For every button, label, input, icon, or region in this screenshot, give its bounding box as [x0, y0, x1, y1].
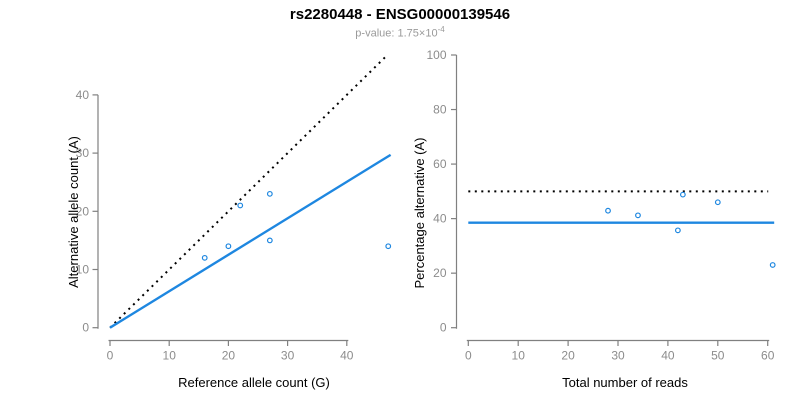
data-point	[266, 237, 273, 244]
y-axis-title: Alternative allele count (A)	[66, 136, 81, 288]
plot-subtitle: p-value: 1.75×10-4	[0, 25, 800, 40]
y-tick-label: 0	[440, 321, 447, 335]
data-point	[674, 227, 681, 234]
data-point	[225, 243, 232, 250]
x-axis-title: Total number of reads	[562, 375, 688, 390]
data-point	[635, 212, 641, 219]
y-tick-label: 40	[76, 88, 90, 102]
data-point	[679, 191, 686, 198]
pvalue-exponent: -4	[437, 25, 445, 34]
data-point	[237, 202, 244, 209]
x-tick-label: 20	[222, 349, 236, 363]
data-point	[714, 199, 721, 206]
y-tick-label: 100	[426, 48, 446, 62]
chart-allele-counts: 0 10 20 30 40 0 10 20 30 40 Reference allele count…	[66, 54, 392, 390]
y-tick-label: 60	[433, 157, 447, 171]
y-tick-label: 20	[433, 266, 447, 280]
plot-title: rs2280448 - ENSG00000139546	[289, 6, 511, 23]
y-tick-label: 40	[433, 212, 447, 226]
y-tick-label: 80	[433, 103, 447, 117]
y-tick-label: 10	[76, 263, 90, 277]
x-tick-label: 40	[340, 349, 354, 363]
chart-percentage-vs-reads: 0 20 40 60 80 100 0 10 20 30 40 50 60 Total number of…	[412, 48, 776, 390]
y-axis-title: Percentage alternative (A)	[412, 137, 427, 288]
x-tick-label: 0	[465, 349, 472, 363]
allelic-ratio-fit-line	[109, 153, 392, 329]
x-tick-label: 40	[661, 349, 675, 363]
x-tick-label: 30	[611, 349, 625, 363]
data-point	[266, 190, 273, 197]
y-tick-label: 30	[76, 146, 90, 160]
x-tick-label: 0	[107, 349, 114, 363]
identity-line	[109, 54, 388, 329]
data-point	[605, 207, 611, 214]
x-tick-label: 30	[281, 349, 295, 363]
x-tick-label: 60	[761, 349, 775, 363]
x-tick-label: 50	[711, 349, 725, 363]
data-point	[385, 243, 392, 250]
y-tick-label: 0	[82, 321, 89, 335]
x-tick-label: 10	[163, 349, 177, 363]
y-tick-label: 20	[76, 204, 90, 218]
data-point	[201, 254, 208, 261]
data-point	[769, 262, 776, 268]
x-axis-title: Reference allele count (G)	[178, 375, 330, 390]
x-tick-label: 10	[512, 349, 526, 363]
x-tick-label: 20	[561, 349, 575, 363]
pvalue-text: p-value: 1.75×10	[355, 27, 438, 40]
